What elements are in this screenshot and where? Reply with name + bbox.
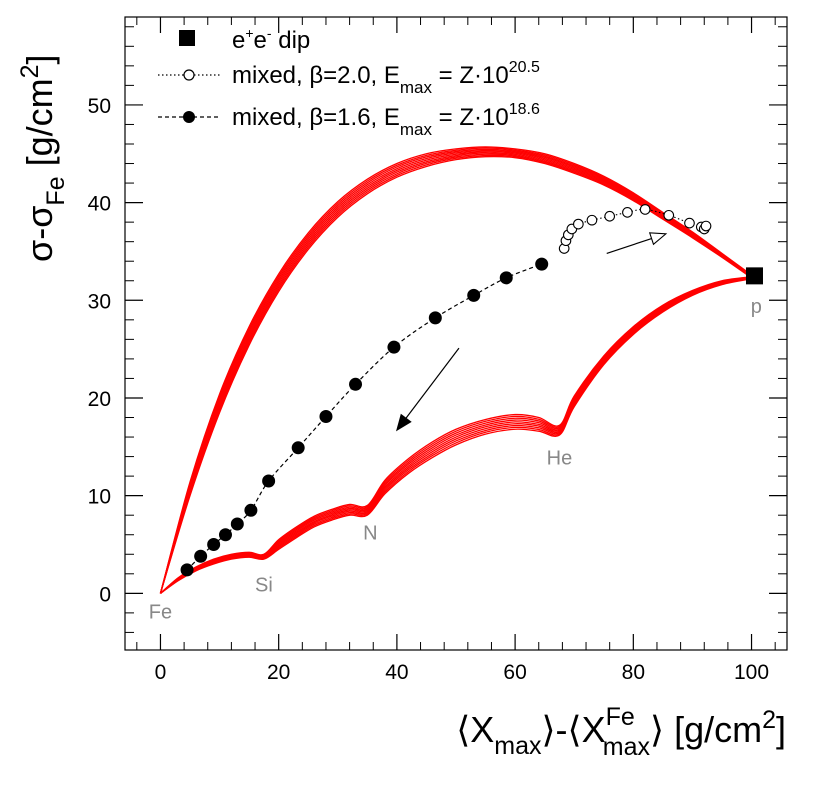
band-lower-line-5 (160, 276, 752, 594)
beta-1-6-point (387, 340, 401, 354)
band-upper-line-2 (159, 153, 752, 594)
x-tick-label: 20 (267, 661, 290, 684)
beta-1-6-point (499, 271, 513, 285)
x-axis-label: ⟨Xmax⟩-⟨XFe max⟩ [g/cm2] (456, 703, 786, 761)
beta-1-6-point (244, 503, 258, 517)
arrow-head-0 (395, 413, 412, 432)
nucleus-label-he: He (547, 447, 573, 469)
x-tick-label: 80 (622, 661, 645, 684)
beta-1-6-point (428, 311, 442, 325)
axes: 0 20 40 60 80 100 0 10 20 30 40 50 (88, 17, 787, 684)
beta-1-6-point (218, 528, 232, 542)
band-upper-line-8 (159, 146, 752, 594)
beta-2-point (684, 217, 695, 229)
beta-2-point (622, 207, 633, 218)
x-tick-label: 60 (503, 661, 526, 684)
y-tick-label: 0 (99, 583, 111, 606)
legend-entry-dip: e+e- dip (179, 25, 310, 54)
beta-1-6-point (194, 549, 208, 563)
series-beta-1-6-line (186, 263, 542, 571)
y-axis-label: σ-σFe [g/cm2] (16, 54, 70, 262)
beta-2-point (586, 214, 598, 226)
beta-2-point (700, 220, 712, 232)
data-series (180, 204, 763, 577)
x-tick-label: 0 (155, 661, 167, 684)
band-upper-line-6 (159, 148, 752, 594)
legend-dip-label: e+e- dip (232, 25, 310, 54)
arrow-shaft-1 (606, 237, 652, 254)
legend: e+e- dip mixed, β=2.0, Emax = Z·1020.5 m… (158, 25, 540, 139)
band-upper-line-0 (159, 155, 752, 594)
nucleus-label-n: N (363, 523, 377, 545)
y-tick-label: 30 (88, 290, 111, 313)
beta-1-6-point (207, 538, 221, 551)
band-upper-line-5 (159, 149, 752, 594)
nucleus-label-fe: Fe (149, 602, 172, 624)
band-upper-line-1 (159, 154, 752, 594)
arrow-head-1 (648, 232, 668, 246)
beta-1-6-point (230, 517, 244, 531)
beta-2-point (639, 204, 651, 215)
legend-beta-2-label: mixed, β=2.0, Emax = Z·1020.5 (232, 59, 540, 97)
plot-frame (124, 16, 788, 651)
beta-1-6-point (349, 377, 363, 391)
beta-2-point (604, 210, 616, 222)
beta-1-6-point (319, 410, 333, 424)
y-tick-label: 20 (88, 388, 111, 411)
x-tick-label: 40 (385, 661, 408, 684)
legend-square-marker (179, 30, 195, 46)
arrow-shaft-0 (405, 347, 460, 419)
legend-beta-1-6-label: mixed, β=1.6, Emax = Z·1018.6 (232, 101, 540, 139)
dip-point (745, 267, 763, 285)
legend-entry-beta-1-6: mixed, β=1.6, Emax = Z·1018.6 (158, 101, 540, 139)
beta-1-6-point (535, 257, 549, 271)
beta-2-point (663, 209, 675, 221)
legend-entry-beta-2: mixed, β=2.0, Emax = Z·1020.5 (158, 59, 540, 97)
band-upper-line-4 (159, 151, 752, 594)
model-band (159, 146, 752, 594)
nucleus-label-p: p (751, 296, 762, 318)
beta-1-6-point (262, 474, 276, 488)
y-tick-label: 40 (88, 193, 111, 216)
nucleus-label-si: Si (255, 574, 273, 596)
y-tick-label: 50 (88, 95, 111, 118)
legend-filled-circle-marker (183, 111, 195, 123)
band-upper-line-7 (159, 147, 752, 594)
beta-1-6-point (180, 563, 194, 577)
beta-1-6-point (467, 288, 481, 302)
x-tick-label: 100 (734, 661, 769, 684)
y-tick-label: 10 (88, 486, 111, 509)
band-upper-line-3 (159, 152, 752, 594)
beta-1-6-point (291, 441, 305, 455)
beta-2-point (573, 218, 584, 230)
legend-open-circle-marker (183, 69, 195, 81)
nucleus-labels: Fe Si N He p (149, 296, 762, 624)
band-lower-line-8 (160, 276, 752, 594)
